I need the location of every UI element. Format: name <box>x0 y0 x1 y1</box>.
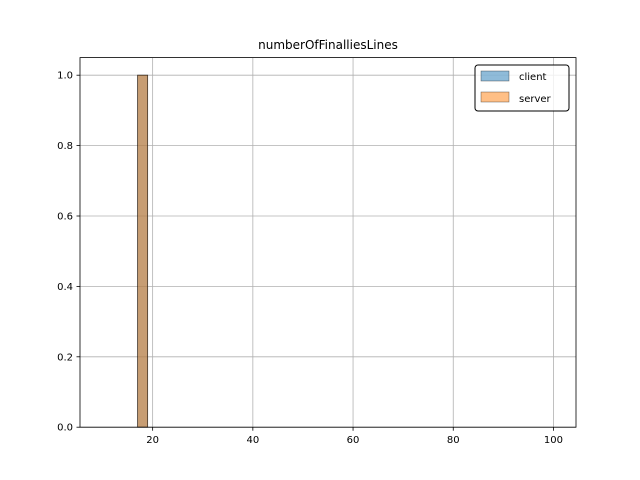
chart-title: numberOfFinalliesLines <box>258 38 398 52</box>
x-tick-label-2: 60 <box>347 435 360 446</box>
y-tick-label-4: 0.8 <box>57 141 73 152</box>
x-axis: 20 40 60 80 100 <box>146 427 563 446</box>
plot-area-frame <box>79 57 577 428</box>
y-tick-label-0: 0.0 <box>57 423 73 434</box>
x-tick-label-4: 100 <box>544 435 563 446</box>
y-tick-label-3: 0.6 <box>57 212 73 223</box>
x-tick-label-3: 80 <box>447 435 460 446</box>
legend: client server <box>474 64 570 112</box>
legend-swatch-server <box>480 91 510 103</box>
x-tick-label-0: 20 <box>146 435 159 446</box>
y-tick-label-5: 1.0 <box>57 71 73 82</box>
x-tick-label-1: 40 <box>246 435 259 446</box>
y-tick-label-1: 0.2 <box>57 352 73 363</box>
legend-label-client: client <box>519 72 547 83</box>
y-axis: 0.0 0.2 0.4 0.6 0.8 1.0 <box>57 71 80 434</box>
legend-label-server: server <box>519 94 552 105</box>
legend-swatch-client <box>480 70 510 82</box>
bar-server-1 <box>137 74 149 428</box>
bars-group <box>137 74 149 428</box>
y-tick-label-2: 0.4 <box>57 282 73 293</box>
